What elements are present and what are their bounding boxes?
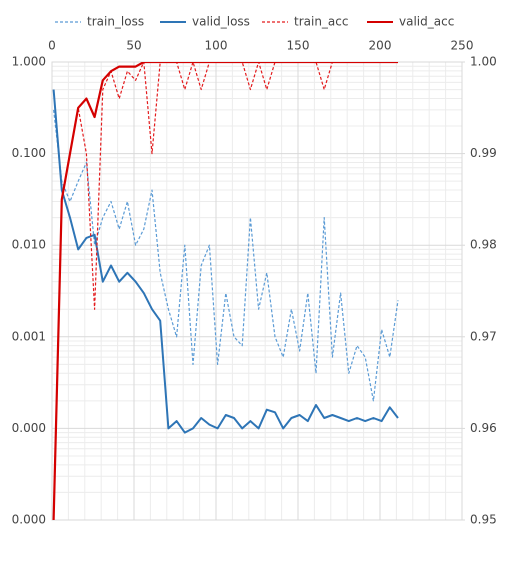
y2-tick-label: 0.96	[470, 421, 497, 435]
y2-tick-label: 0.95	[470, 513, 497, 527]
y2-tick-label: 1.00	[470, 55, 497, 69]
y-tick-label: 0.010	[12, 238, 46, 252]
x-tick-label: 0	[48, 39, 56, 53]
series-line	[53, 109, 399, 402]
y-tick-label: 0.001	[12, 329, 46, 343]
y-tick-label: 1.000	[12, 55, 46, 69]
x-tick-label: 100	[205, 39, 228, 53]
legend-label: train_acc	[294, 15, 348, 29]
series-line	[53, 62, 398, 520]
x-tick-label: 200	[369, 39, 392, 53]
y2-tick-label: 0.99	[470, 146, 497, 160]
y-tick-label: 0.000	[12, 513, 46, 527]
y2-tick-label: 0.97	[470, 329, 497, 343]
plot-area	[52, 62, 399, 520]
y-tick-label: 0.000	[12, 421, 46, 435]
series-line	[52, 62, 398, 520]
y-tick-label: 0.100	[12, 146, 46, 160]
legend-label: train_loss	[87, 15, 144, 29]
x-tick-label: 50	[126, 39, 141, 53]
legend-label: valid_loss	[192, 15, 250, 29]
x-tick-label: 150	[287, 39, 310, 53]
series-line	[52, 89, 399, 434]
y2-tick-label: 0.98	[470, 238, 497, 252]
legend-label: valid_acc	[399, 15, 454, 29]
legend: train_loss valid_loss train_acc valid_acc	[55, 15, 454, 29]
x-tick-label: 250	[451, 39, 474, 53]
